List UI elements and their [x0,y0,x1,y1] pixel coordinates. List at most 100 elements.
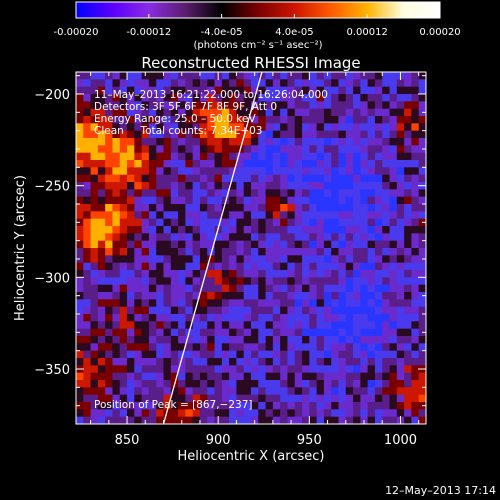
heatmap-cell [294,152,303,161]
heatmap-cell [134,336,143,344]
heatmap-cell [360,240,369,249]
heatmap-cell [309,416,318,424]
heatmap-cell [229,350,237,359]
heatmap-cell [243,101,252,110]
heatmap-cell [243,226,252,234]
heatmap-cell [265,116,274,124]
heatmap-cell [134,416,143,424]
heatmap-cell [316,86,325,95]
heatmap-cell [221,167,230,176]
heatmap-cell [105,218,113,227]
heatmap-cell [353,372,361,381]
heatmap-cell [243,394,252,403]
heatmap-cell [170,314,179,322]
heatmap-cell [214,387,223,396]
heatmap-cell [76,123,84,132]
heatmap-cell [185,387,194,396]
heatmap-cell [170,255,179,264]
heatmap-cell [163,255,172,264]
heatmap-cell [265,343,274,352]
heatmap-cell [374,226,383,234]
heatmap-cell [134,350,143,359]
heatmap-cell [302,350,310,359]
heatmap-cell [338,262,347,271]
heatmap-cell [119,248,128,256]
heatmap-cell [294,248,303,256]
heatmap-cell [83,394,92,403]
heatmap-cell [331,160,339,168]
heatmap-cell [214,167,223,176]
heatmap-cell [265,226,274,234]
heatmap-cell [280,218,288,227]
heatmap-cell [272,211,281,220]
heatmap-cell [367,211,376,220]
heatmap-cell [302,262,310,271]
heatmap-cell [178,196,186,205]
heatmap-cell [367,358,376,366]
heatmap-cell [105,402,113,410]
heatmap-cell [163,365,172,374]
heatmap-cell [214,130,223,139]
heatmap-cell [251,380,259,388]
heatmap-cell [163,189,172,198]
heatmap-cell [192,402,201,410]
heatmap-cell [316,306,325,315]
heatmap-cell [258,262,267,271]
heatmap-cell [97,402,106,410]
heatmap-cell [374,409,383,418]
heatmap-cell [251,240,259,249]
heatmap-cell [112,321,121,330]
heatmap-cell [119,218,128,227]
heatmap-cell [287,277,296,286]
heatmap-cell [280,387,288,396]
heatmap-cell [353,394,361,403]
heatmap-cell [236,196,245,205]
heatmap-cell [221,262,230,271]
heatmap-cell [374,380,383,388]
heatmap-cell [404,409,412,418]
heatmap-cell [360,336,369,344]
heatmap-cell [127,336,135,344]
heatmap-cell [367,409,376,418]
heatmap-cell [148,152,157,161]
heatmap-cell [345,182,354,190]
heatmap-cell [105,101,113,110]
heatmap-cell [374,277,383,286]
heatmap-cell [258,299,267,308]
heatmap-cell [207,108,216,117]
heatmap-cell [309,284,318,293]
heatmap-cell [302,255,310,264]
heatmap-cell [236,226,245,234]
heatmap-cell [214,174,223,183]
heatmap-cell [338,402,347,410]
heatmap-cell [389,350,398,359]
heatmap-cell [280,160,288,168]
heatmap-cell [243,402,252,410]
heatmap-cell [134,152,143,161]
heatmap-cell [221,277,230,286]
heatmap-cell [170,409,179,418]
heatmap-cell [97,138,106,146]
heatmap-cell [316,328,325,337]
heatmap-cell [316,167,325,176]
heatmap-cell [374,343,383,352]
heatmap-cell [192,387,201,396]
heatmap-cell [265,416,274,424]
heatmap-cell [134,211,143,220]
heatmap-cell [243,321,252,330]
heatmap-cell [265,240,274,249]
heatmap-cell [192,138,201,146]
footer-timestamp: 12–May–2013 17:14 [385,484,496,497]
heatmap-cell [112,343,121,352]
heatmap-cell [148,336,157,344]
heatmap-cell [404,343,412,352]
heatmap-cell [134,130,143,139]
heatmap-cell [316,160,325,168]
heatmap-cell [76,343,84,352]
heatmap-cell [185,277,194,286]
heatmap-cell [272,248,281,256]
heatmap-cell [287,130,296,139]
heatmap-cell [127,123,135,132]
heatmap-cell [185,218,194,227]
heatmap-cell [76,174,84,183]
